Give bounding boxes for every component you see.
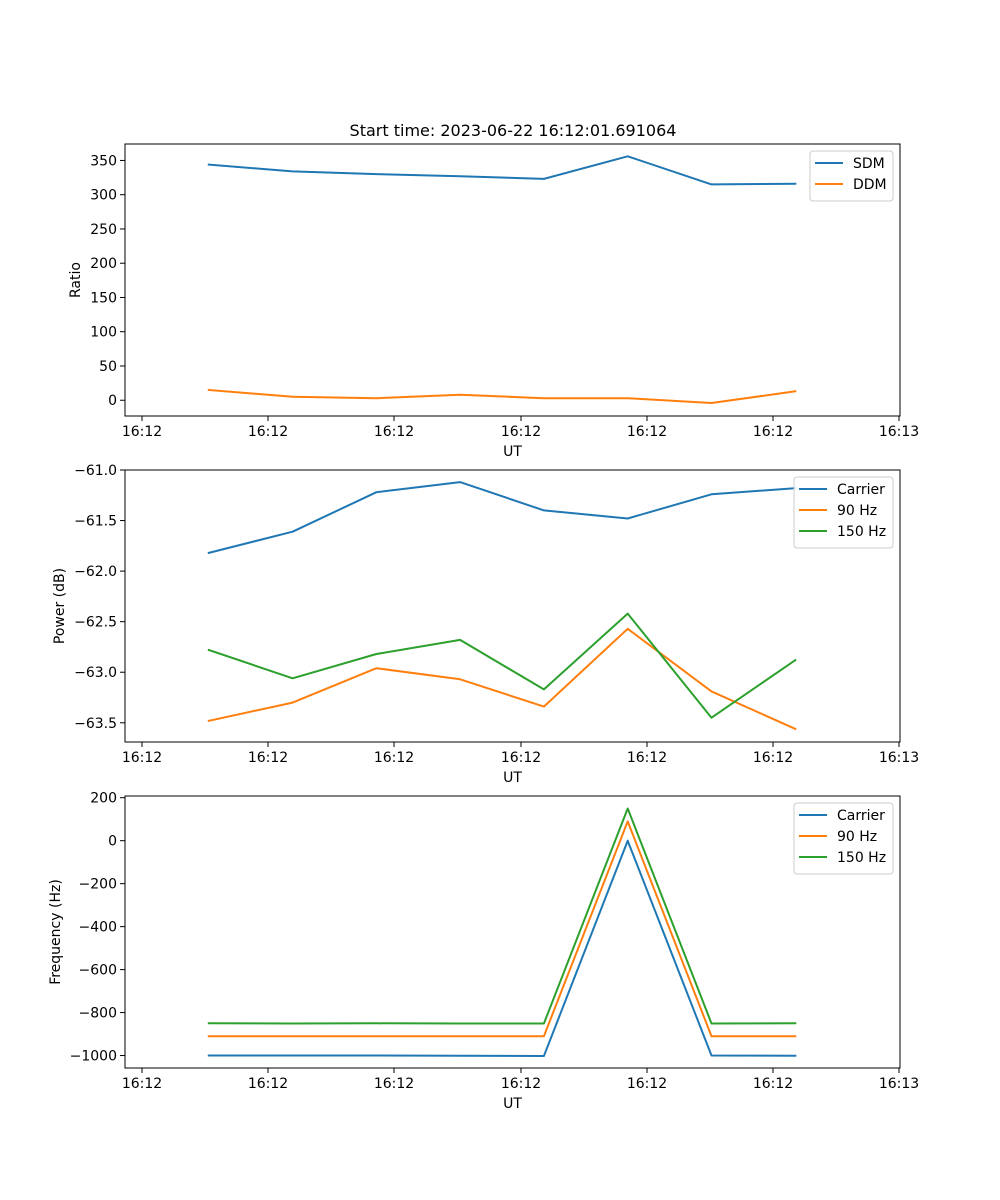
x-tick-label-2-5: 16:12 xyxy=(627,750,667,766)
y-tick-label-3-5: −200 xyxy=(79,877,117,893)
series-line-1-1 xyxy=(207,155,797,186)
x-axis-label-1: UT xyxy=(503,444,522,460)
series-line-2-3 xyxy=(207,612,797,719)
chart-panel-2: 16:12 16:12 16:12 16:12 16:12 16:12 16:13 −63.5… xyxy=(52,463,919,786)
legend-label-1-2: DDM xyxy=(853,177,887,193)
legend-label-1-1: SDM xyxy=(853,156,885,172)
x-tick-label-3-4: 16:12 xyxy=(501,1076,541,1092)
axes-frame-3 xyxy=(124,795,901,1069)
y-tick-label-3-1: −1000 xyxy=(70,1049,117,1065)
chart-panel-1: 16:12 16:12 16:12 16:12 16:12 16:12 16:13 0 50 10… xyxy=(68,143,919,460)
legend-1: SDM DDM xyxy=(809,150,894,202)
x-tick-label-1-4: 16:12 xyxy=(501,424,541,440)
y-tick-label-2-3: −62.5 xyxy=(74,615,117,631)
y-tick-label-1-6: 250 xyxy=(90,222,117,238)
y-tick-label-3-7: 200 xyxy=(90,791,117,807)
x-tick-label-2-6: 16:12 xyxy=(753,750,793,766)
y-tick-label-1-3: 100 xyxy=(90,325,117,341)
y-tick-label-2-1: −63.5 xyxy=(74,716,117,732)
x-axis-label-3: UT xyxy=(503,1096,522,1112)
x-tick-label-3-3: 16:12 xyxy=(374,1076,414,1092)
y-tick-label-3-2: −800 xyxy=(79,1006,117,1022)
y-axis-label-3: Frequency (Hz) xyxy=(48,879,64,985)
legend-label-3-2: 90 Hz xyxy=(837,829,877,845)
y-tick-label-2-4: −62.0 xyxy=(74,564,117,580)
series-line-1-2 xyxy=(207,388,797,404)
y-tick-label-1-8: 350 xyxy=(90,153,117,169)
y-tick-label-2-5: −61.5 xyxy=(74,514,117,530)
axes-frame-1 xyxy=(124,143,901,417)
legend-label-2-3: 150 Hz xyxy=(837,524,886,540)
y-tick-label-1-2: 50 xyxy=(99,359,117,375)
series-line-2-1 xyxy=(207,481,797,555)
y-tick-label-1-1: 0 xyxy=(108,393,117,409)
series-line-3-1 xyxy=(207,839,797,1057)
x-tick-label-3-6: 16:12 xyxy=(753,1076,793,1092)
legend-label-3-1: Carrier xyxy=(837,808,885,824)
series-line-3-2 xyxy=(207,820,797,1038)
x-tick-label-1-3: 16:12 xyxy=(374,424,414,440)
series-line-2-2 xyxy=(207,627,797,731)
y-tick-label-3-6: 0 xyxy=(108,834,117,850)
y-axis-label-2: Power (dB) xyxy=(52,568,68,644)
x-tick-label-2-2: 16:12 xyxy=(248,750,288,766)
x-axis-label-2: UT xyxy=(503,770,522,786)
x-tick-label-1-6: 16:12 xyxy=(753,424,793,440)
y-tick-label-1-4: 150 xyxy=(90,290,117,306)
legend-label-3-3: 150 Hz xyxy=(837,850,886,866)
legend-3: Carrier 90 Hz 150 Hz xyxy=(793,802,894,875)
x-tick-label-2-3: 16:12 xyxy=(374,750,414,766)
legend-label-2-1: Carrier xyxy=(837,482,885,498)
x-tick-label-3-1: 16:12 xyxy=(122,1076,162,1092)
y-tick-label-1-5: 200 xyxy=(90,256,117,272)
y-tick-label-2-6: −61.0 xyxy=(74,463,117,479)
legend-2: Carrier 90 Hz 150 Hz xyxy=(793,476,894,549)
y-tick-label-3-3: −600 xyxy=(79,963,117,979)
x-tick-label-1-2: 16:12 xyxy=(248,424,288,440)
x-tick-label-2-7: 16:13 xyxy=(879,750,919,766)
series-line-3-3 xyxy=(207,807,797,1025)
y-axis-label-1: Ratio xyxy=(68,262,84,298)
x-tick-label-3-7: 16:13 xyxy=(879,1076,919,1092)
figure-title: Start time: 2023-06-22 16:12:01.691064 xyxy=(350,121,677,140)
y-tick-label-1-7: 300 xyxy=(90,188,117,204)
x-tick-label-2-1: 16:12 xyxy=(122,750,162,766)
axes-frame-2 xyxy=(124,469,901,743)
x-tick-label-1-1: 16:12 xyxy=(122,424,162,440)
x-tick-label-1-7: 16:13 xyxy=(879,424,919,440)
x-tick-label-3-2: 16:12 xyxy=(248,1076,288,1092)
y-tick-label-3-4: −400 xyxy=(79,920,117,936)
chart-panel-3: 16:12 16:12 16:12 16:12 16:12 16:12 16:13 −1000… xyxy=(48,791,919,1112)
x-tick-label-1-5: 16:12 xyxy=(627,424,667,440)
legend-label-2-2: 90 Hz xyxy=(837,503,877,519)
x-tick-label-2-4: 16:12 xyxy=(501,750,541,766)
x-tick-label-3-5: 16:12 xyxy=(627,1076,667,1092)
y-tick-label-2-2: −63.0 xyxy=(74,665,117,681)
